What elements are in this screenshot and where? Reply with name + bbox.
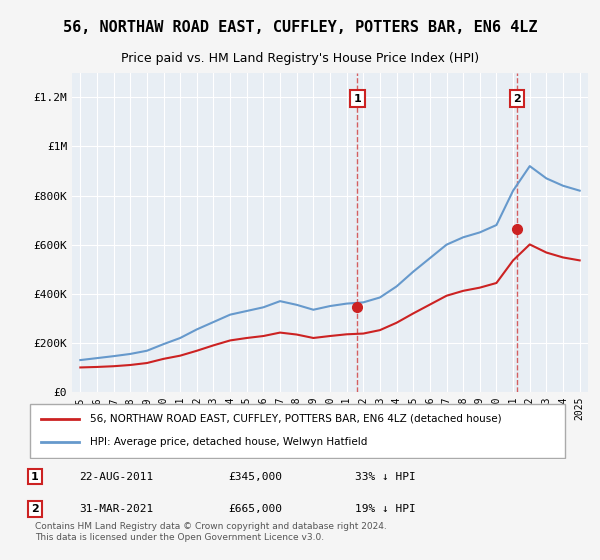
Text: 19% ↓ HPI: 19% ↓ HPI [355, 504, 416, 514]
Text: 2: 2 [514, 94, 521, 104]
Text: Contains HM Land Registry data © Crown copyright and database right 2024.
This d: Contains HM Land Registry data © Crown c… [35, 522, 387, 542]
Text: 22-AUG-2011: 22-AUG-2011 [79, 472, 154, 482]
Text: 1: 1 [353, 94, 361, 104]
Text: £665,000: £665,000 [228, 504, 282, 514]
Text: 2: 2 [31, 504, 39, 514]
Text: HPI: Average price, detached house, Welwyn Hatfield: HPI: Average price, detached house, Welw… [90, 437, 368, 447]
FancyBboxPatch shape [29, 404, 565, 458]
Text: 1: 1 [31, 472, 39, 482]
Text: 31-MAR-2021: 31-MAR-2021 [79, 504, 154, 514]
Text: £345,000: £345,000 [228, 472, 282, 482]
Text: 56, NORTHAW ROAD EAST, CUFFLEY, POTTERS BAR, EN6 4LZ (detached house): 56, NORTHAW ROAD EAST, CUFFLEY, POTTERS … [90, 414, 502, 424]
Text: 33% ↓ HPI: 33% ↓ HPI [355, 472, 416, 482]
Text: Price paid vs. HM Land Registry's House Price Index (HPI): Price paid vs. HM Land Registry's House … [121, 53, 479, 66]
Text: 56, NORTHAW ROAD EAST, CUFFLEY, POTTERS BAR, EN6 4LZ: 56, NORTHAW ROAD EAST, CUFFLEY, POTTERS … [63, 20, 537, 35]
